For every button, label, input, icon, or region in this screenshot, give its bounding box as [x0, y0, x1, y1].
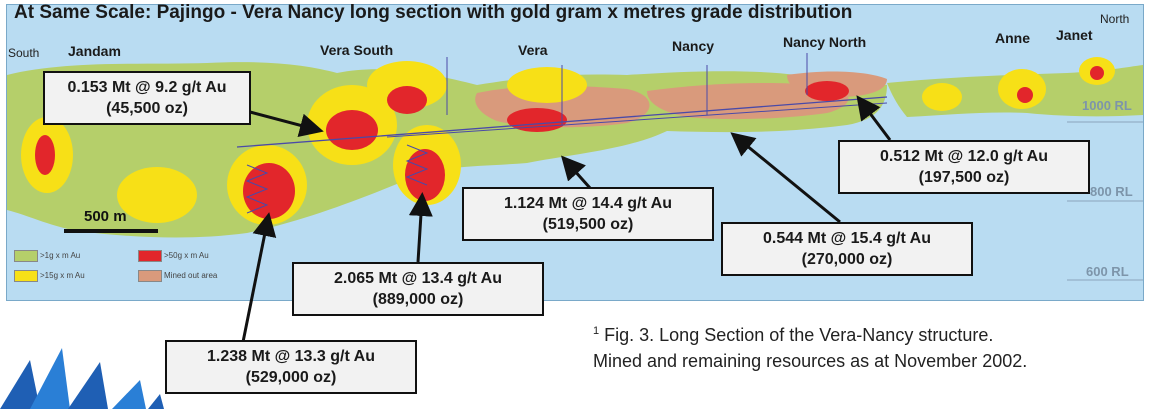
callout-arrow [561, 155, 592, 189]
deposit-label-janet: Janet [1056, 27, 1093, 43]
callout-arrow [856, 95, 892, 141]
deposit-label-anne: Anne [995, 30, 1030, 46]
callout-nancy-north-resource: 0.512 Mt @ 12.0 g/t Au (197,500 oz) [838, 140, 1090, 194]
page-title: At Same Scale: Pajingo - Vera Nancy long… [14, 2, 853, 23]
callout-vera-resource: 1.124 Mt @ 14.4 g/t Au (519,500 oz) [462, 187, 714, 241]
rl-label-1000: 1000 RL [1082, 98, 1132, 113]
legend-swatch-mined [138, 270, 162, 282]
high-grade-zone [326, 110, 378, 150]
development-line [386, 102, 888, 138]
deposit-label-nancy-north: Nancy North [783, 34, 867, 50]
direction-south: South [8, 46, 40, 60]
company-logo-fragment [0, 348, 164, 409]
callout-ounces: (519,500 oz) [542, 216, 634, 233]
legend-label-mined: Mined out area [164, 271, 218, 280]
callout-ounces: (529,000 oz) [245, 369, 337, 386]
legend-swatch-mid [14, 270, 38, 282]
high-grade-zone [1090, 66, 1104, 80]
callout-ounces: (270,000 oz) [801, 251, 893, 268]
callout-ounces: (889,000 oz) [372, 291, 464, 308]
direction-north: North [1100, 12, 1130, 26]
callout-jandam-deep-resource: 1.238 Mt @ 13.3 g/t Au (529,000 oz) [165, 340, 417, 394]
decline-spiral [245, 164, 269, 214]
figure-caption: 1 Fig. 3. Long Section of the Vera-Nancy… [593, 318, 1027, 374]
decline-spiral [405, 144, 429, 186]
high-grade-zone [1017, 87, 1033, 103]
callout-tonnage-grade: 0.153 Mt @ 9.2 g/t Au [67, 79, 227, 96]
callout-vera-south-resource: 2.065 Mt @ 13.4 g/t Au (889,000 oz) [292, 262, 544, 316]
grade-zone [507, 67, 587, 103]
callout-arrow [408, 192, 433, 263]
high-grade-zone [805, 81, 849, 101]
callout-tonnage-grade: 1.124 Mt @ 14.4 g/t Au [504, 195, 672, 212]
grade-zone [367, 61, 447, 109]
grade-zone [922, 83, 962, 111]
mined-area-nancy [647, 83, 849, 120]
callout-tonnage-grade: 1.238 Mt @ 13.3 g/t Au [207, 348, 375, 365]
deposit-label-nancy: Nancy [672, 38, 715, 54]
legend-label-mid: >15g x m Au [40, 271, 85, 280]
legend-swatch-low [14, 250, 38, 262]
high-grade-zone [405, 149, 445, 201]
callout-arrow [730, 132, 841, 224]
deposit-label-vera: Vera [518, 42, 548, 58]
deposit-label-jandam: Jandam [68, 43, 121, 59]
callout-tonnage-grade: 0.544 Mt @ 15.4 g/t Au [763, 230, 931, 247]
callout-tonnage-grade: 0.512 Mt @ 12.0 g/t Au [880, 148, 1048, 165]
caption-line-2: Mined and remaining resources as at Nove… [593, 351, 1028, 371]
legend-label-low: >1g x m Au [40, 251, 81, 260]
callout-ounces: (45,500 oz) [106, 100, 188, 117]
legend-swatch-high [138, 250, 162, 262]
rl-label-800: 800 RL [1090, 184, 1133, 199]
long-section-graphic [7, 53, 1143, 281]
deposit-label-vera-south: Vera South [320, 42, 394, 58]
callout-ounces: (197,500 oz) [918, 169, 1010, 186]
high-grade-zone [387, 86, 427, 114]
callout-jandam-resource: 0.153 Mt @ 9.2 g/t Au (45,500 oz) [43, 71, 251, 125]
caption-line-1: Fig. 3. Long Section of the Vera-Nancy s… [604, 325, 994, 345]
callout-arrow [241, 212, 277, 343]
scale-bar [64, 229, 158, 233]
callout-arrow [249, 110, 324, 137]
callout-tonnage-grade: 2.065 Mt @ 13.4 g/t Au [334, 270, 502, 287]
scale-bar-label: 500 m [84, 208, 127, 225]
grade-zone [117, 167, 197, 223]
callout-nancy-resource: 0.544 Mt @ 15.4 g/t Au (270,000 oz) [721, 222, 973, 276]
rl-label-600: 600 RL [1086, 264, 1129, 279]
high-grade-zone [35, 135, 55, 175]
legend-label-high: >50g x m Au [164, 251, 209, 260]
footnote-marker: 1 [593, 325, 600, 337]
